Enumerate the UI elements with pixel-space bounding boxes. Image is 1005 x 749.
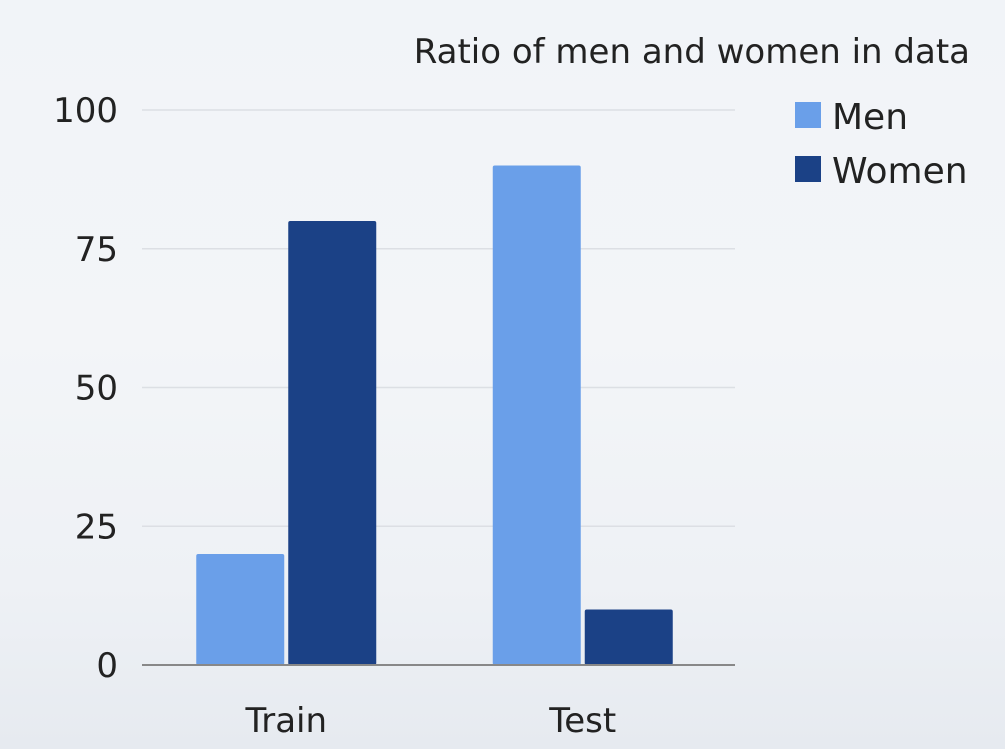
y-tick-label: 75 [75, 230, 118, 270]
y-tick-label: 100 [53, 91, 118, 131]
bar-men-test [492, 165, 581, 665]
legend-swatch-women [795, 156, 821, 182]
x-axis-ticks: Train Test [244, 701, 616, 741]
x-tick-label: Train [244, 701, 327, 741]
y-axis-ticks: 0 25 50 75 100 [53, 91, 118, 686]
gridlines [142, 109, 735, 527]
y-tick-label: 25 [75, 507, 118, 547]
legend-swatch-men [795, 102, 821, 128]
y-tick-label: 0 [96, 646, 118, 686]
legend-label-women: Women [832, 151, 968, 192]
legend: Men Women [795, 97, 968, 192]
x-tick-label: Test [548, 701, 616, 741]
bar-men-train [196, 554, 285, 665]
y-tick-label: 50 [75, 369, 118, 409]
bars [196, 165, 673, 665]
legend-label-men: Men [832, 97, 908, 138]
chart-title: Ratio of men and women in data [414, 32, 970, 72]
bar-women-train [288, 221, 377, 665]
bar-women-test [584, 609, 673, 665]
